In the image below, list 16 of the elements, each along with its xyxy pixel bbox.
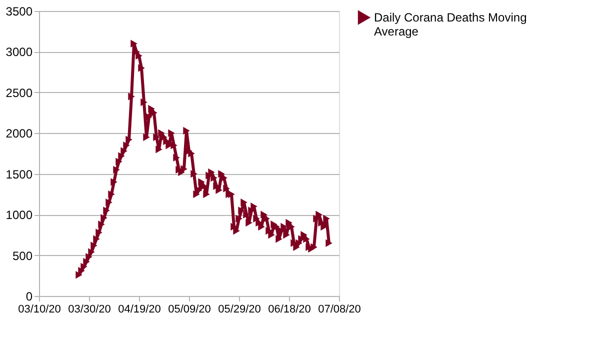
y-tick-label: 0 [26, 290, 33, 304]
y-tick-label: 500 [12, 248, 33, 263]
x-tick-label: 03/10/20 [18, 304, 61, 316]
x-tick-label: 07/08/20 [318, 304, 361, 316]
y-tick-label: 3000 [6, 45, 33, 60]
x-tick-label: 05/09/20 [168, 304, 211, 316]
y-tick-label: 1000 [6, 208, 33, 222]
y-tick-label: 3500 [6, 4, 33, 18]
y-tick-label: 2000 [6, 126, 33, 141]
x-tick-label: 06/18/20 [268, 304, 311, 316]
x-tick-label: 04/19/20 [118, 304, 161, 316]
y-tick-label: 1500 [6, 167, 33, 182]
x-tick-label: 05/29/20 [218, 304, 261, 316]
legend-label: Daily Corana Deaths Moving Average [374, 10, 527, 38]
x-tick-label: 03/30/20 [68, 304, 111, 316]
y-tick-label: 2500 [6, 86, 33, 100]
